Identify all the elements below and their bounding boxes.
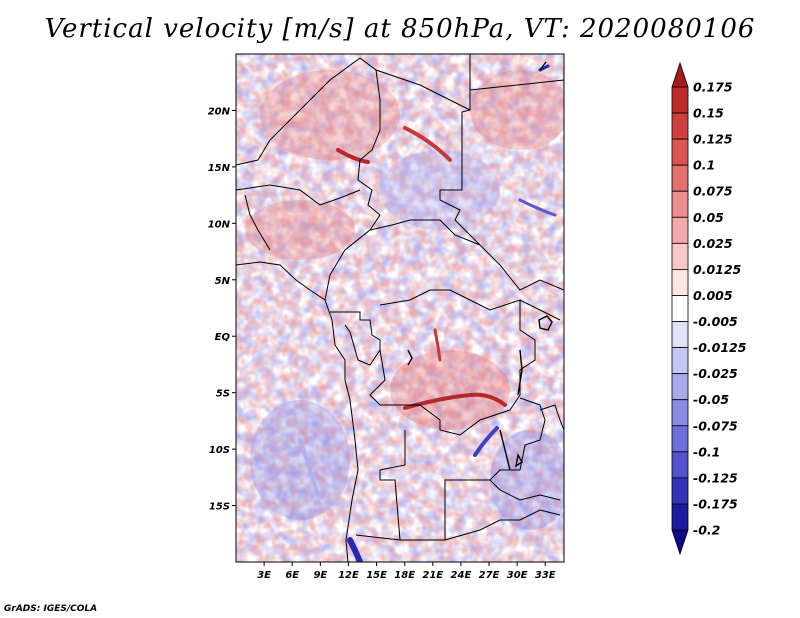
- y-tick-label: 15N: [208, 163, 231, 174]
- x-tick-label: 6E: [285, 570, 299, 581]
- x-tick-label: 18E: [394, 570, 415, 581]
- colorbar-swatch: [671, 503, 689, 531]
- x-tick-label: 24E: [451, 570, 472, 581]
- x-tick-label: 15E: [366, 570, 387, 581]
- colorbar-swatch: [671, 112, 689, 140]
- colorbar-bottom-arrow: [671, 529, 689, 556]
- colorbar-swatch: [671, 321, 689, 348]
- colorbar-label: -0.1: [693, 444, 720, 459]
- y-tick-label: 5N: [215, 276, 231, 287]
- colorbar-label: -0.05: [693, 392, 729, 407]
- colorbar-label: 0.125: [693, 132, 733, 147]
- colorbar-swatch: [671, 373, 689, 401]
- colorbar-label: 0.005: [693, 288, 733, 303]
- colorbar-swatch: [671, 451, 689, 479]
- colorbar-swatch: [671, 138, 689, 166]
- colorbar-swatch: [671, 216, 689, 244]
- lakes: [407, 61, 553, 471]
- colorbar-swatch: [671, 295, 689, 322]
- colorbar-swatch: [671, 190, 689, 218]
- y-tick-label: 10N: [208, 219, 231, 230]
- y-tick-label: 20N: [208, 106, 231, 117]
- colorbar-swatch: [671, 164, 689, 192]
- colorbar-label: 0.0125: [693, 262, 742, 277]
- colorbar-label: -0.125: [693, 470, 738, 485]
- colorbar-swatch: [671, 242, 689, 270]
- colorbar: 0.175 0.15 0.125 0.1 0.075 0.05 0.025 0.0125 0.0…: [671, 61, 747, 556]
- map-frame: [235, 53, 565, 563]
- colorbar-swatch: [671, 86, 689, 114]
- x-tick-label: 27E: [479, 570, 500, 581]
- colorbar-label: -0.025: [693, 366, 738, 381]
- colorbar-label: -0.2: [693, 523, 720, 538]
- colorbar-label: -0.0125: [693, 340, 747, 355]
- colorbar-swatch: [671, 477, 689, 505]
- colorbar-swatch: [671, 347, 689, 375]
- colorbar-label: -0.075: [693, 418, 738, 433]
- colorbar-label: 0.075: [693, 184, 733, 199]
- colorbar-label: 0.025: [693, 236, 733, 251]
- velocity-field: [236, 54, 564, 562]
- colorbar-label: 0.05: [693, 210, 724, 225]
- y-tick-label: 5S: [216, 389, 230, 400]
- colorbar-label: -0.175: [693, 496, 738, 511]
- x-tick-label: 21E: [422, 570, 443, 581]
- colorbar-swatch: [671, 399, 689, 427]
- colorbar-label: 0.1: [693, 158, 715, 173]
- x-tick-label: 3E: [257, 570, 271, 581]
- x-tick-label: 33E: [535, 570, 556, 581]
- y-tick-label: 15S: [209, 502, 230, 513]
- colorbar-swatch: [671, 269, 689, 296]
- x-tick-label: 30E: [507, 570, 528, 581]
- colorbar-label: 0.175: [693, 80, 733, 95]
- colorbar-label: 0.15: [693, 106, 724, 121]
- country-borders: [236, 54, 564, 562]
- colorbar-top-arrow: [671, 61, 689, 88]
- colorbar-swatch: [671, 425, 689, 453]
- x-tick-label: 12E: [338, 570, 359, 581]
- y-tick-label: EQ: [215, 332, 231, 343]
- colorbar-label: -0.005: [693, 314, 738, 329]
- y-tick-label: 10S: [209, 445, 230, 456]
- axis-ticks: 3E 6E 9E 12E 15E 18E 21E 24E 27E 30E 33E 20N 15N 10N 5…: [208, 106, 556, 581]
- x-tick-label: 9E: [313, 570, 327, 581]
- grads-credit: GrADS: IGES/COLA: [4, 604, 98, 614]
- chart-title: Vertical velocity [m/s] at 850hPa, VT: 2…: [44, 14, 756, 44]
